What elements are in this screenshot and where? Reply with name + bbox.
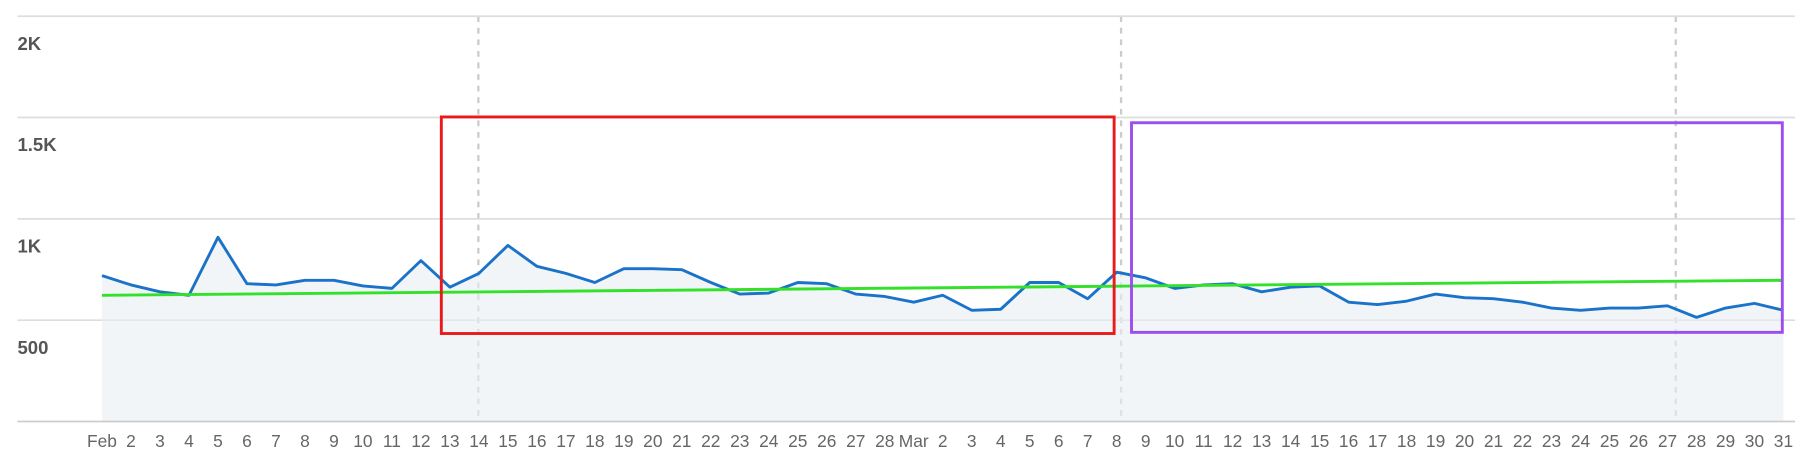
x-tick-label: 12 bbox=[411, 431, 430, 451]
x-tick-label: 15 bbox=[498, 431, 517, 451]
x-tick-label: 24 bbox=[1571, 431, 1591, 451]
x-tick-label: 22 bbox=[1513, 431, 1532, 451]
x-tick-label: 8 bbox=[1112, 431, 1122, 451]
highlight-box bbox=[439, 115, 1116, 335]
x-tick-label: 7 bbox=[1083, 431, 1093, 451]
x-tick-label: 10 bbox=[1165, 431, 1184, 451]
x-tick-label: 27 bbox=[1658, 431, 1677, 451]
x-tick-label: 13 bbox=[440, 431, 459, 451]
x-tick-label: 27 bbox=[846, 431, 865, 451]
x-tick-label: 11 bbox=[383, 431, 401, 451]
x-tick-label: 5 bbox=[1025, 431, 1035, 451]
x-tick-label: 8 bbox=[300, 431, 310, 451]
x-tick-label: 28 bbox=[875, 431, 894, 451]
x-tick-label: 12 bbox=[1223, 431, 1242, 451]
x-tick-label: 16 bbox=[1339, 431, 1358, 451]
x-tick-label: 6 bbox=[242, 431, 252, 451]
x-tick-label: 13 bbox=[1252, 431, 1271, 451]
y-tick-label: 1K bbox=[17, 235, 41, 256]
x-tick-label: 14 bbox=[1281, 431, 1301, 451]
x-tick-label: 26 bbox=[1629, 431, 1648, 451]
y-tick-label: 500 bbox=[17, 337, 48, 358]
x-tick-label: 22 bbox=[701, 431, 720, 451]
x-tick-label: 20 bbox=[1455, 431, 1474, 451]
x-tick-label: 23 bbox=[1542, 431, 1561, 451]
x-tick-label: 17 bbox=[1368, 431, 1387, 451]
x-tick-label: 28 bbox=[1687, 431, 1706, 451]
trend-line bbox=[102, 278, 1784, 297]
x-tick-label: 21 bbox=[672, 431, 691, 451]
x-tick-label: 14 bbox=[469, 431, 489, 451]
x-tick-label: Feb bbox=[87, 431, 117, 451]
area bbox=[102, 237, 1784, 422]
x-tick-label: 9 bbox=[1141, 431, 1151, 451]
x-tick-label: 7 bbox=[271, 431, 281, 451]
x-tick-label: 3 bbox=[155, 431, 165, 451]
highlight-box bbox=[1130, 121, 1784, 334]
x-tick-label: 17 bbox=[556, 431, 575, 451]
x-tick-label: 4 bbox=[996, 431, 1006, 451]
y-tick-label: 2K bbox=[17, 33, 41, 54]
x-tick-label: 24 bbox=[759, 431, 779, 451]
x-tick-label: 4 bbox=[184, 431, 194, 451]
x-tick-label: 3 bbox=[967, 431, 977, 451]
y-tick-label: 1.5K bbox=[17, 134, 57, 155]
x-tick-label: Mar bbox=[899, 431, 929, 451]
x-tick-label: 6 bbox=[1054, 431, 1064, 451]
x-tick-label: 30 bbox=[1745, 431, 1764, 451]
x-tick-label: 25 bbox=[1600, 431, 1619, 451]
x-tick-label: 11 bbox=[1195, 431, 1213, 451]
x-tick-label: 25 bbox=[788, 431, 807, 451]
x-tick-label: 26 bbox=[817, 431, 836, 451]
x-tick-label: 9 bbox=[329, 431, 339, 451]
x-tick-label: 21 bbox=[1484, 431, 1503, 451]
x-tick-label: 18 bbox=[1397, 431, 1416, 451]
x-tick-label: 20 bbox=[643, 431, 662, 451]
x-tick-label: 19 bbox=[614, 431, 633, 451]
x-tick-label: 15 bbox=[1310, 431, 1329, 451]
x-tick-label: 2 bbox=[938, 431, 948, 451]
line bbox=[101, 235, 1784, 319]
x-tick-label: 5 bbox=[213, 431, 223, 451]
x-tick-label: 2 bbox=[126, 431, 136, 451]
x-tick-label: 16 bbox=[527, 431, 546, 451]
x-tick-label: 10 bbox=[353, 431, 372, 451]
x-tick-label: 29 bbox=[1716, 431, 1735, 451]
x-tick-label: 18 bbox=[585, 431, 604, 451]
x-tick-label: 23 bbox=[730, 431, 749, 451]
x-tick-label: 31 bbox=[1774, 431, 1793, 451]
x-tick-label: 19 bbox=[1426, 431, 1445, 451]
